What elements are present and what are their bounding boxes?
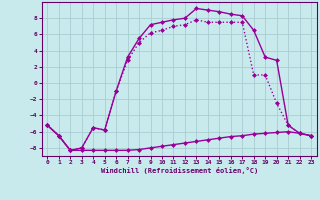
X-axis label: Windchill (Refroidissement éolien,°C): Windchill (Refroidissement éolien,°C) [100,167,258,174]
